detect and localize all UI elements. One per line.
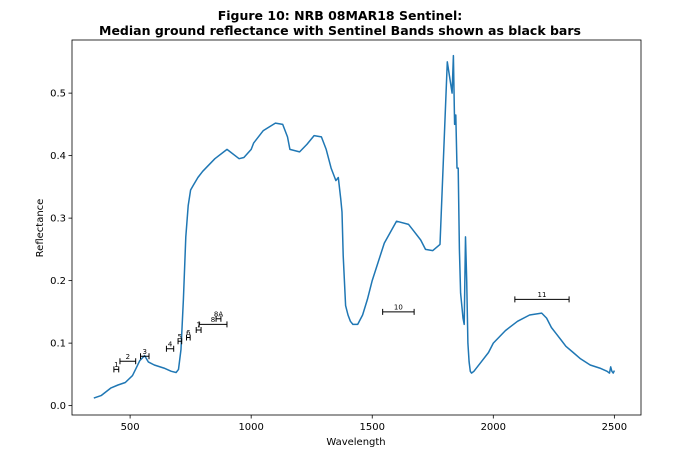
band-label: 4 bbox=[168, 340, 173, 348]
y-tick-label: 0.0 bbox=[50, 401, 66, 412]
y-tick-label: 0.1 bbox=[50, 339, 66, 350]
x-tick-label: 500 bbox=[121, 422, 140, 433]
sentinel-band-10: 10 bbox=[382, 303, 415, 315]
sentinel-band-3: 3 bbox=[140, 348, 150, 360]
band-label: 11 bbox=[538, 291, 547, 299]
sentinel-band-5: 5 bbox=[177, 333, 183, 345]
x-tick-label: 2000 bbox=[481, 422, 506, 433]
band-label: 8A bbox=[214, 310, 223, 318]
chart-title-line-1: Figure 10: NRB 08MAR18 Sentinel: bbox=[218, 8, 463, 23]
sentinel-band-2: 2 bbox=[119, 353, 137, 365]
y-tick-label: 0.2 bbox=[50, 276, 66, 287]
band-label: 6 bbox=[186, 329, 191, 337]
band-label: 8 bbox=[211, 316, 215, 324]
sentinel-band-6: 6 bbox=[186, 329, 191, 341]
y-axis: 0.0 0.1 0.2 0.3 0.4 0.5 bbox=[50, 89, 72, 412]
band-label: 1 bbox=[114, 361, 118, 369]
band-label: 10 bbox=[394, 303, 403, 311]
sentinel-band-4: 4 bbox=[165, 340, 175, 352]
x-tick-label: 1500 bbox=[360, 422, 385, 433]
y-tick-label: 0.4 bbox=[50, 151, 66, 162]
sentinel-band-1: 1 bbox=[113, 361, 120, 373]
x-axis: 500 1000 1500 2000 2500 bbox=[121, 415, 627, 433]
x-tick-label: 2500 bbox=[602, 422, 627, 433]
band-label: 5 bbox=[178, 333, 182, 341]
sentinel-band-8: 8 bbox=[198, 316, 228, 328]
y-axis-label: Reflectance bbox=[35, 199, 46, 258]
y-tick-label: 0.3 bbox=[50, 214, 66, 225]
reflectance-series-line bbox=[93, 54, 616, 399]
sentinel-band-8A: 8A bbox=[214, 310, 223, 322]
x-axis-label: Wavelength bbox=[326, 437, 385, 448]
plot-frame bbox=[71, 39, 642, 416]
band-label: 3 bbox=[143, 348, 147, 356]
sentinel-band-11: 11 bbox=[514, 291, 570, 303]
x-tick-label: 1000 bbox=[238, 422, 263, 433]
chart-title-line-2: Median ground reflectance with Sentinel … bbox=[99, 23, 581, 38]
plot-area: 123456788A1011 bbox=[93, 54, 616, 399]
y-tick-label: 0.5 bbox=[50, 89, 66, 100]
band-label: 2 bbox=[126, 353, 130, 361]
